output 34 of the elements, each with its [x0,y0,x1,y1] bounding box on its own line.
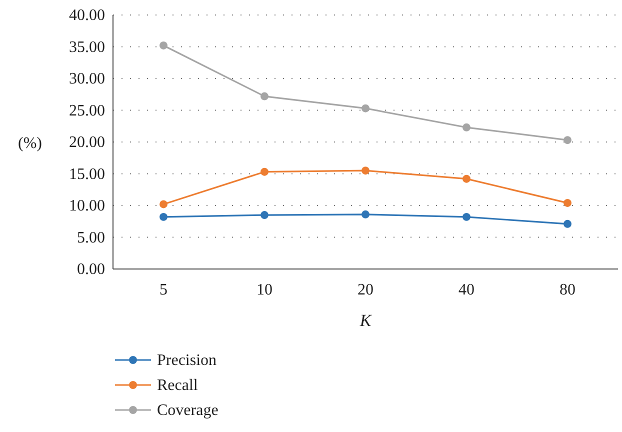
point [462,212,470,221]
y-tick-label: 40.00 [69,7,105,24]
y-tick-label: 5.00 [77,229,105,246]
point [362,166,370,175]
y-tick-label: 35.00 [69,38,105,56]
point [362,210,370,218]
y-tick-label: 0.00 [77,261,105,278]
y-tick-label: 20.00 [69,134,105,152]
x-tick-label: 20 [358,281,374,298]
y-tick-label: 10.00 [69,198,105,215]
point [260,92,268,100]
x-tick-label: 80 [560,281,576,298]
legend-label: Coverage [157,402,218,419]
y-tick-label: 30.00 [69,70,105,88]
y-tick-label: 25.00 [69,102,105,120]
point [160,212,168,221]
legend-label: Precision [157,352,217,369]
x-axis-title: K [358,311,373,330]
x-tick-label: 10 [256,281,272,298]
point [564,136,572,144]
point [160,200,168,208]
x-tick-label: 40 [458,281,474,298]
point [462,123,470,132]
legend-label: Recall [157,377,198,394]
point [362,104,370,112]
point [564,198,572,207]
y-tick-label: 15.00 [69,166,105,183]
point [462,174,470,183]
y-axis-title: (%) [18,135,42,152]
point [160,42,168,50]
x-tick-label: 5 [160,281,168,298]
point [260,168,268,176]
point [564,220,572,228]
point [260,211,268,220]
